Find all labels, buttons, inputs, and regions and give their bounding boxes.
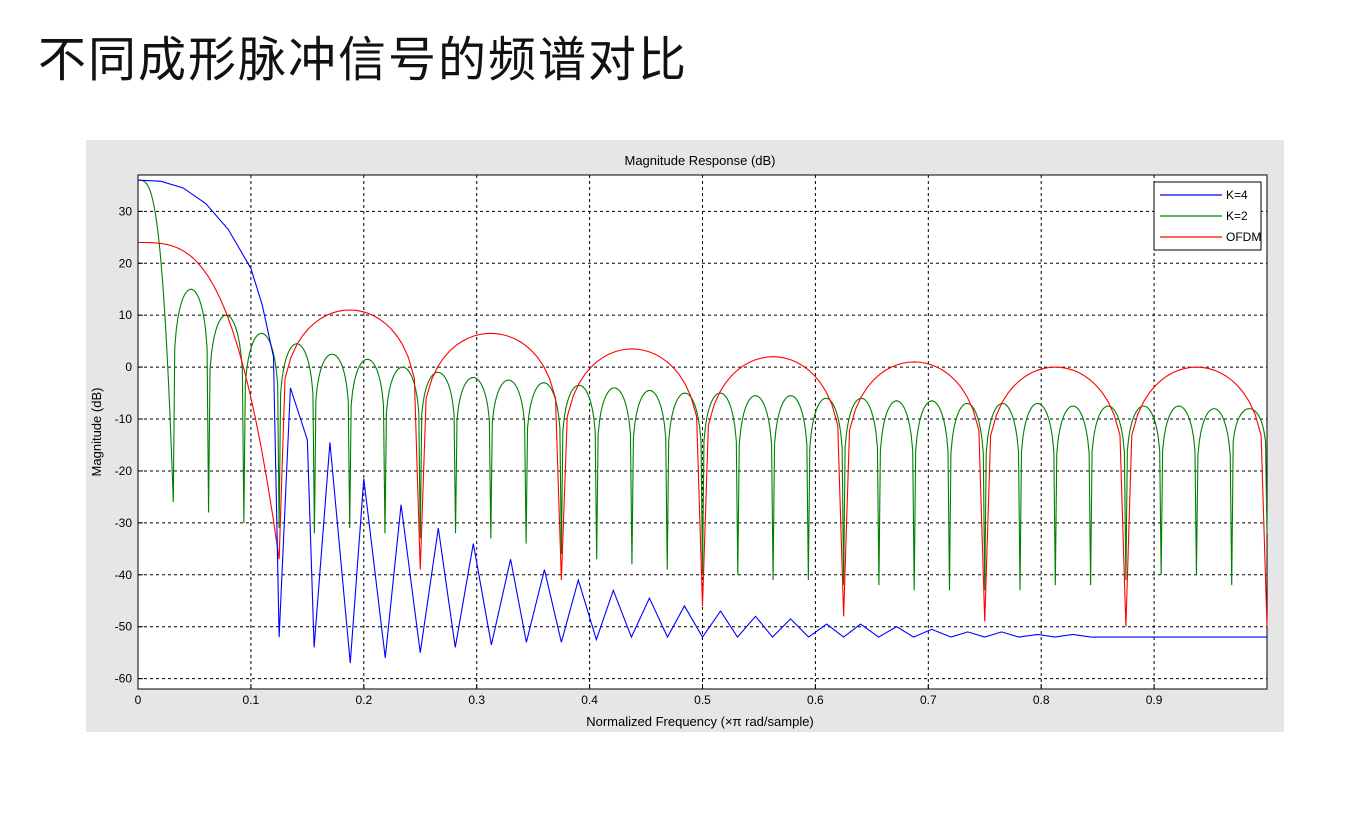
y-axis-label: Magnitude (dB) [89,388,104,477]
y-tick-label: -50 [115,620,133,634]
y-tick-label: -20 [115,464,133,478]
y-tick-label: 20 [119,256,133,270]
legend-label: K=4 [1226,188,1248,202]
legend: K=4 K=2 OFDM [1153,181,1262,251]
x-tick-label: 0.4 [581,693,598,707]
x-tick-label: 0.1 [243,693,260,707]
y-tick-label: 30 [119,204,133,218]
x-tick-label: 0.9 [1146,693,1163,707]
series-line-ofdm [137,241,1268,627]
y-tick-label: 10 [119,308,133,322]
x-tick-label: 0.8 [1033,693,1050,707]
y-tick-label: 0 [125,360,132,374]
x-axis-label: Normalized Frequency (×π rad/sample) [586,714,814,729]
x-tick-label: 0.3 [468,693,485,707]
figure-frame: Magnitude Response (dB) 0 0.1 0.2 0.3 0.4 0.5… [86,140,1284,732]
x-tick-label: 0.5 [694,693,711,707]
y-tick-label: -60 [115,672,133,686]
y-tick-label: -40 [115,568,133,582]
y-tick-label: -10 [115,412,133,426]
slide-title: 不同成形脉冲信号的频谱对比 [38,32,689,88]
legend-label: OFDM [1226,230,1261,244]
legend-label: K=2 [1226,209,1248,223]
y-tick-label: -30 [115,516,133,530]
x-tick-label: 0.6 [807,693,824,707]
magnitude-response-chart: Magnitude Response (dB) 0 0.1 0.2 0.3 0.4 0.5… [89,153,1268,729]
x-tick-label: 0.2 [355,693,372,707]
chart-title: Magnitude Response (dB) [624,153,775,168]
x-tick-label: 0.7 [920,693,937,707]
axes: 0 0.1 0.2 0.3 0.4 0.5 0.6 0.7 0.8 0.9 30 20 10 0 -10 -2… [115,204,1163,707]
series-line-k4 [137,179,1267,664]
plot-area [137,174,1268,690]
x-tick-label: 0 [135,693,142,707]
